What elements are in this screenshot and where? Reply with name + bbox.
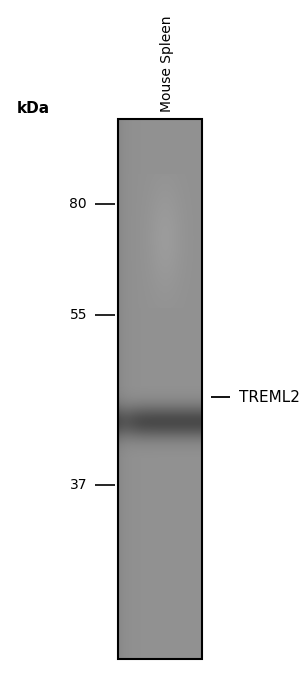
Text: 37: 37	[69, 478, 87, 493]
Bar	[118, 119, 202, 659]
Text: 80: 80	[69, 197, 87, 211]
Text: Mouse Spleen: Mouse Spleen	[160, 16, 174, 112]
Text: 55: 55	[69, 308, 87, 322]
Text: TREML2: TREML2	[239, 390, 300, 405]
Text: kDa: kDa	[17, 101, 50, 116]
